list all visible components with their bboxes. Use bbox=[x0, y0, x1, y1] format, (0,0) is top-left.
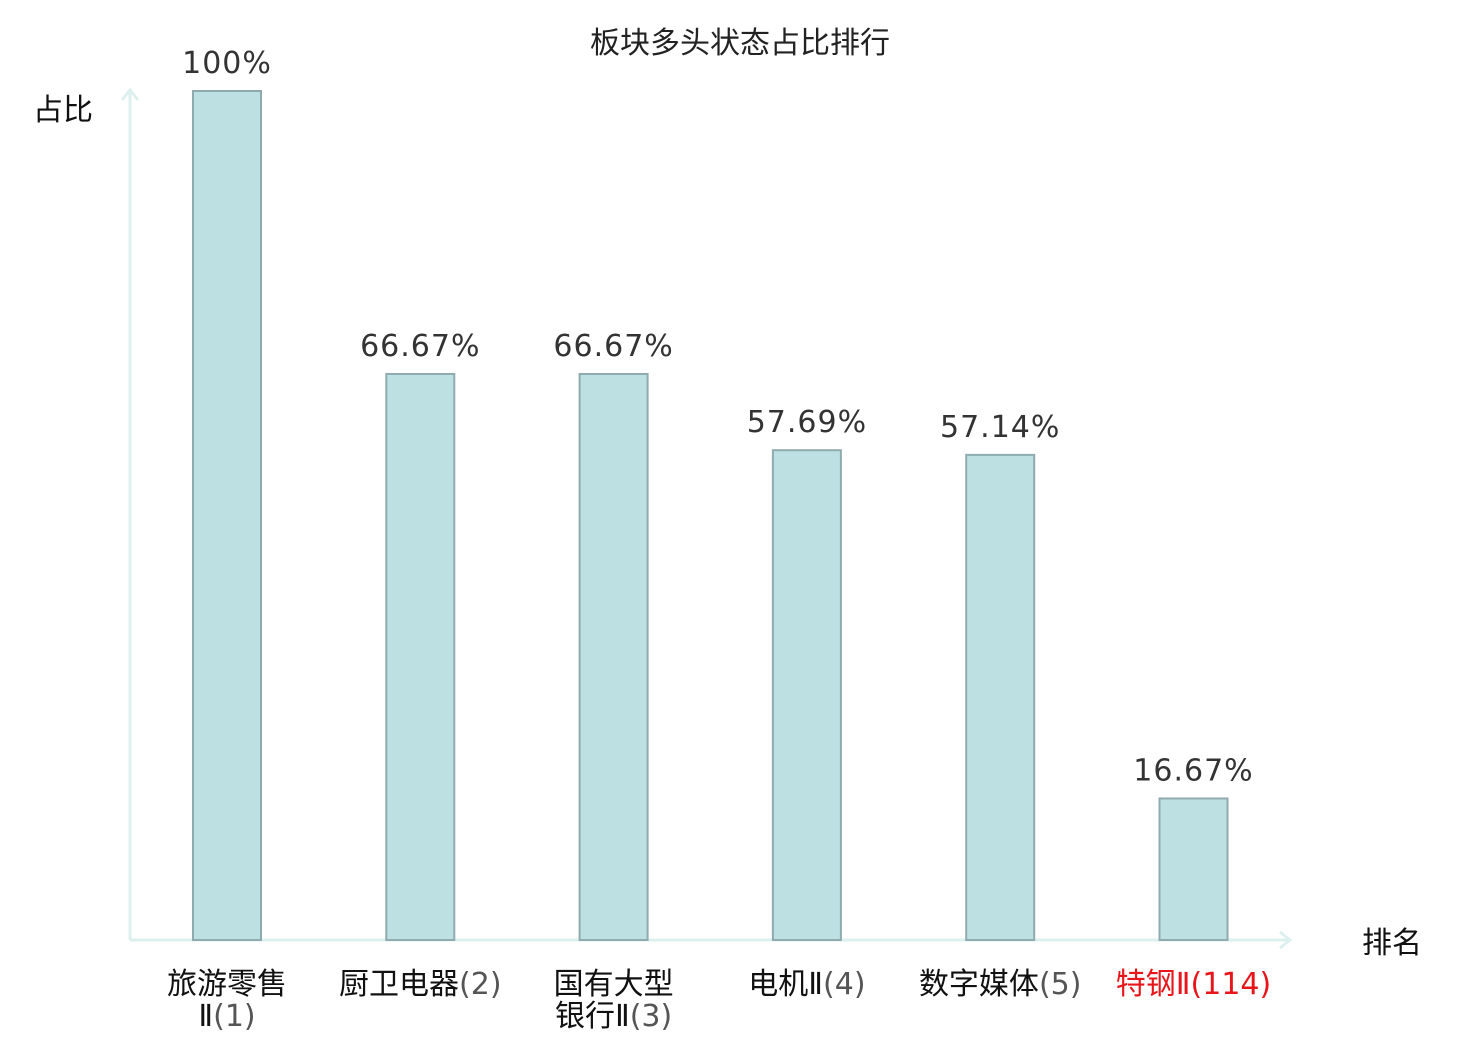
y-axis-label: 占比 bbox=[33, 93, 93, 128]
value-label-5: 57.14% bbox=[940, 410, 1060, 445]
bar-6 bbox=[1158, 797, 1229, 941]
category-label-5: 数字媒体(5) bbox=[919, 967, 1081, 1002]
value-label-4: 57.69% bbox=[747, 405, 867, 440]
category-label-2: 厨卫电器(2) bbox=[339, 967, 502, 1002]
bar-4 bbox=[771, 449, 842, 941]
bars-group bbox=[192, 90, 1229, 942]
bar-2 bbox=[385, 372, 456, 942]
x-axis-label: 排名 bbox=[1362, 926, 1422, 961]
value-label-3: 66.67% bbox=[553, 329, 673, 364]
value-label-1: 100% bbox=[182, 46, 272, 81]
value-labels-group: 100% 66.67% 66.67% 57.69% 57.14% 16.67% bbox=[182, 46, 1253, 788]
chart-title: 板块多头状态占比排行 bbox=[590, 26, 890, 61]
category-label-6: 特钢Ⅱ(114) bbox=[1116, 967, 1271, 1002]
category-label-1: 旅游零售 Ⅱ(1) bbox=[167, 967, 287, 1034]
category-label-3: 国有大型银行Ⅱ(3) bbox=[554, 967, 674, 1034]
value-label-2: 66.67% bbox=[360, 329, 480, 364]
bar-5 bbox=[965, 453, 1036, 941]
category-label-4: 电机Ⅱ(4) bbox=[748, 967, 865, 1002]
bar-3 bbox=[578, 372, 649, 942]
value-label-6: 16.67% bbox=[1133, 753, 1253, 788]
category-labels-group: 旅游零售 Ⅱ(1) 厨卫电器(2) 国有大型银行Ⅱ(3) 电机Ⅱ(4) 数字媒体(5) 特钢… bbox=[167, 967, 1271, 1034]
bar-1 bbox=[192, 90, 262, 941]
